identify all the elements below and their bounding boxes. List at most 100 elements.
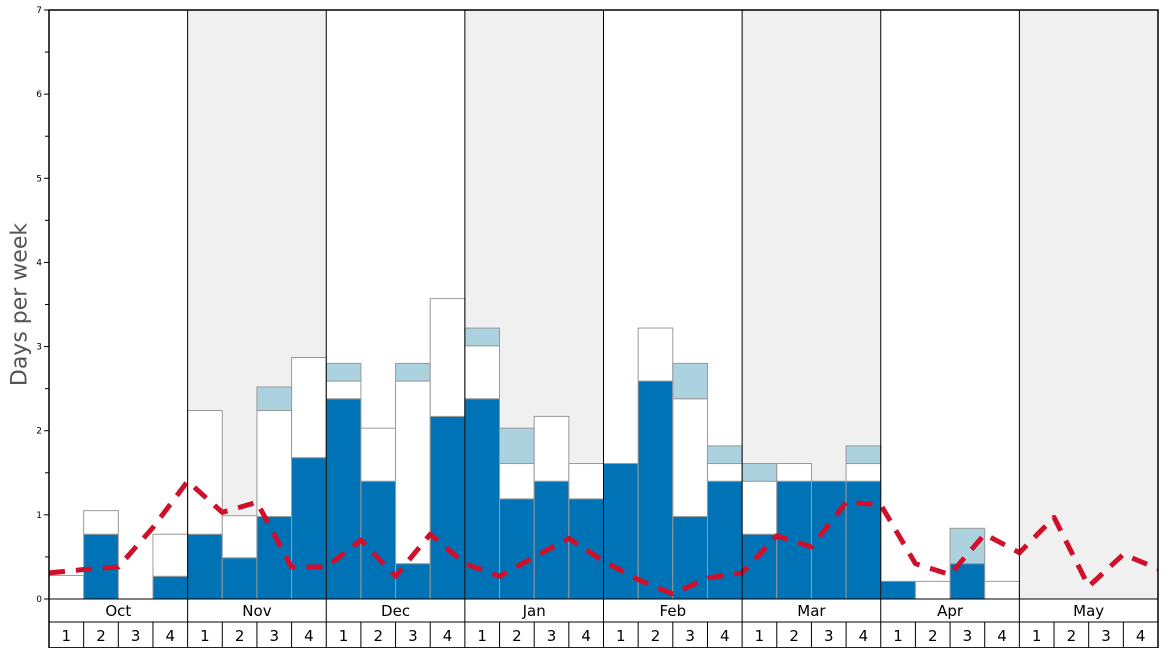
week-label: 2	[928, 627, 938, 645]
bar-dark-15	[533, 480, 570, 600]
bar-dark-23	[810, 480, 847, 600]
bar-light-24	[845, 445, 882, 465]
bar-dark-25	[880, 580, 916, 600]
week-label: 1	[616, 627, 626, 645]
bar-white-9	[325, 380, 362, 400]
week-label: 4	[443, 627, 453, 645]
week-label: 2	[235, 627, 245, 645]
week-label: 3	[131, 627, 141, 645]
bar-white-16	[568, 463, 604, 500]
y-tick-label: 1	[36, 511, 42, 521]
week-label: 1	[62, 627, 72, 645]
bar-dark-4	[152, 575, 189, 600]
bar-white-22	[776, 463, 812, 482]
bar-light-7	[256, 386, 293, 412]
bar-dark-16	[568, 498, 604, 600]
month-label-nov: Nov	[242, 602, 271, 620]
week-label: 4	[997, 627, 1007, 645]
bar-white-11	[395, 380, 431, 565]
week-label: 3	[963, 627, 973, 645]
bar-light-20	[706, 445, 743, 465]
bar-dark-21	[741, 533, 778, 600]
week-label: 2	[651, 627, 661, 645]
y-axis-label: Days per week	[8, 223, 33, 386]
line-layer	[48, 478, 1159, 597]
week-label: 2	[96, 627, 106, 645]
month-label-dec: Dec	[381, 602, 410, 620]
week-label: 3	[824, 627, 834, 645]
bar-dark-17	[603, 463, 639, 600]
week-label: 3	[269, 627, 279, 645]
week-label: 1	[1032, 627, 1042, 645]
bar-dark-20	[706, 480, 743, 600]
bar-white-8	[291, 357, 327, 459]
bar-light-9	[325, 362, 362, 382]
week-label: 4	[1136, 627, 1146, 645]
bar-dark-10	[360, 480, 397, 600]
bar-white-2	[83, 510, 119, 535]
bar-white-15	[533, 415, 570, 482]
bar-white-20	[706, 463, 743, 482]
bar-white-7	[256, 410, 293, 518]
bar-dark-12	[429, 415, 466, 600]
bar-light-14	[499, 427, 535, 465]
bar-dark-6	[221, 557, 258, 600]
week-label: 3	[547, 627, 557, 645]
y-tick-label: 2	[36, 427, 42, 437]
week-label: 4	[304, 627, 314, 645]
bar-dark-24	[845, 480, 882, 600]
week-label: 2	[512, 627, 522, 645]
month-band-may	[1019, 10, 1158, 599]
week-label: 3	[408, 627, 418, 645]
week-label: 1	[477, 627, 487, 645]
y-tick-label: 5	[36, 174, 42, 184]
week-label: 4	[859, 627, 869, 645]
bar-white-13	[464, 345, 501, 400]
bar-light-11	[395, 362, 431, 382]
y-tick-label: 3	[36, 343, 42, 353]
week-label: 2	[1067, 627, 1077, 645]
bar-dark-5	[187, 533, 223, 600]
trend-line	[48, 478, 1159, 597]
bars-layer	[48, 298, 1020, 600]
y-tick-label: 7	[36, 6, 42, 16]
month-label-mar: Mar	[797, 602, 826, 620]
y-tick-label: 0	[36, 595, 42, 605]
bar-dark-8	[291, 457, 327, 600]
week-label: 2	[789, 627, 799, 645]
bar-light-13	[464, 327, 501, 347]
week-label: 2	[373, 627, 383, 645]
bar-white-28	[984, 580, 1020, 600]
month-label-jan: Jan	[522, 602, 546, 620]
month-label-feb: Feb	[660, 602, 687, 620]
bar-white-24	[845, 463, 882, 482]
month-label-may: May	[1073, 602, 1104, 620]
y-tick-label: 6	[36, 90, 42, 100]
bar-light-21	[741, 463, 778, 482]
bar-white-4	[152, 533, 189, 577]
bar-dark-14	[499, 498, 535, 600]
week-label: 4	[166, 627, 176, 645]
month-label-oct: Oct	[105, 602, 131, 620]
y-tick-label: 4	[36, 258, 42, 268]
week-label: 4	[720, 627, 730, 645]
month-label-apr: Apr	[937, 602, 964, 620]
bar-white-5	[187, 410, 223, 535]
bar-dark-9	[325, 398, 362, 600]
bar-white-14	[499, 463, 535, 500]
week-label: 3	[685, 627, 695, 645]
week-label: 3	[1101, 627, 1111, 645]
week-label: 1	[893, 627, 903, 645]
bar-white-19	[672, 398, 708, 518]
bar-light-19	[672, 362, 708, 400]
week-label: 4	[581, 627, 591, 645]
y-axis: 0 1 2 3 4 5 6 7	[36, 6, 49, 605]
bar-white-21	[741, 480, 778, 535]
bar-white-18	[637, 327, 674, 382]
week-label: 1	[339, 627, 349, 645]
bar-white-10	[360, 427, 397, 482]
month-bands	[187, 10, 1158, 599]
week-label: 1	[755, 627, 765, 645]
bar-white-6	[221, 515, 258, 559]
